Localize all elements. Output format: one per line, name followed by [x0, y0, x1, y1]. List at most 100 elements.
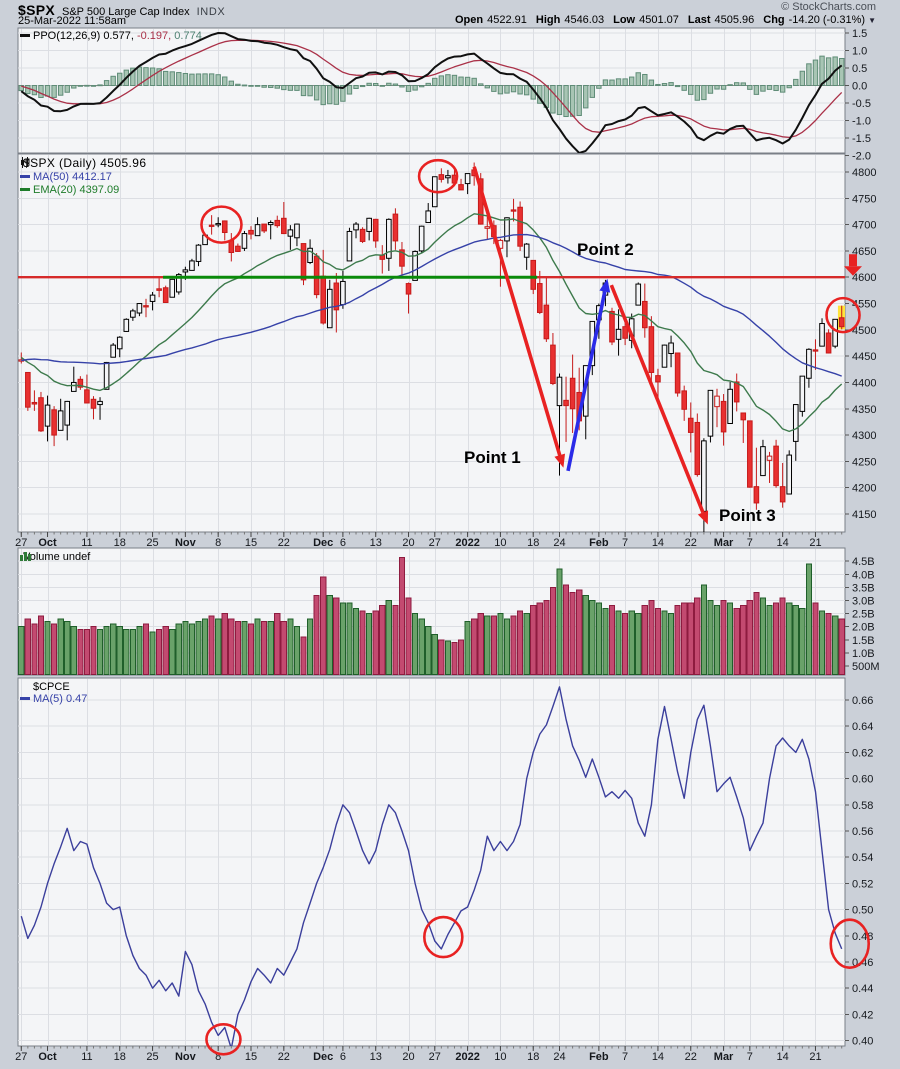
high-label: High [535, 14, 561, 26]
svg-text:Dec: Dec [313, 1051, 333, 1063]
ppo-hist-value: 0.774 [174, 30, 202, 42]
low-label: Low [613, 14, 636, 26]
svg-text:Oct: Oct [38, 1051, 57, 1063]
svg-text:27: 27 [15, 537, 27, 549]
svg-text:21: 21 [809, 537, 821, 549]
ema20-legend-text: EMA(20) 4397.09 [33, 184, 120, 196]
svg-text:24: 24 [553, 537, 565, 549]
open-value: 4522.91 [487, 14, 527, 26]
svg-text:500M: 500M [852, 661, 880, 673]
svg-text:7: 7 [622, 537, 628, 549]
svg-text:7: 7 [747, 1051, 753, 1063]
svg-text:18: 18 [114, 537, 126, 549]
svg-text:4600: 4600 [852, 272, 876, 284]
svg-text:14: 14 [777, 1051, 789, 1063]
ma50-legend-text: MA(50) 4412.17 [33, 171, 112, 183]
svg-text:14: 14 [652, 1051, 664, 1063]
last-value: 4505.96 [714, 14, 755, 26]
svg-text:3.5B: 3.5B [852, 582, 875, 594]
svg-text:27: 27 [429, 1051, 441, 1063]
svg-text:1.0B: 1.0B [852, 648, 875, 660]
low-value: 4501.07 [639, 14, 679, 26]
svg-text:4500: 4500 [852, 325, 876, 337]
point-3-label: Point 3 [719, 506, 776, 525]
cpce-ma5-swatch-icon [20, 696, 30, 700]
symbol-exchange: INDX [196, 6, 226, 18]
svg-text:2022: 2022 [455, 537, 479, 549]
svg-text:-2.0: -2.0 [852, 150, 871, 162]
open-label: Open [454, 14, 484, 26]
chg-value: -14.20 (-0.31%) [788, 14, 866, 26]
ema20-line-swatch-icon [20, 187, 30, 191]
symbol-ticker: $SPX [18, 2, 55, 18]
symbol-name: S&P 500 Large Cap Index [62, 6, 190, 18]
svg-text:4400: 4400 [852, 377, 876, 389]
moving-average-lines [20, 213, 843, 433]
svg-text:4750: 4750 [852, 193, 876, 205]
svg-text:Feb: Feb [589, 1051, 609, 1063]
svg-text:13: 13 [370, 1051, 382, 1063]
svg-text:0.56: 0.56 [852, 826, 873, 838]
gridlines [18, 29, 845, 1045]
svg-text:Nov: Nov [175, 1051, 197, 1063]
svg-text:7: 7 [622, 1051, 628, 1063]
svg-text:22: 22 [685, 1051, 697, 1063]
svg-text:15: 15 [245, 1051, 257, 1063]
svg-text:18: 18 [114, 1051, 126, 1063]
svg-text:25: 25 [146, 537, 158, 549]
svg-text:0.62: 0.62 [852, 747, 873, 759]
svg-text:4.5B: 4.5B [852, 556, 875, 568]
svg-text:15: 15 [245, 537, 257, 549]
svg-text:2.5B: 2.5B [852, 609, 875, 621]
svg-text:3.0B: 3.0B [852, 596, 875, 608]
svg-text:4150: 4150 [852, 509, 876, 521]
svg-text:11: 11 [81, 1051, 92, 1063]
cpce-legend-ma5: MA(5) 0.47 [20, 693, 87, 706]
svg-text:0.42: 0.42 [852, 1009, 873, 1021]
svg-text:6: 6 [340, 1051, 346, 1063]
ppo-legend-values: PPO(12,26,9) 0.577, [33, 30, 134, 42]
svg-text:18: 18 [527, 537, 539, 549]
svg-text:20: 20 [402, 537, 414, 549]
svg-text:0.40: 0.40 [852, 1036, 873, 1048]
quote-dropdown-arrow-icon[interactable]: ▼ [868, 16, 876, 25]
ppo-line-swatch-icon [20, 33, 30, 37]
ppo-legend: PPO(12,26,9) 0.577, -0.197, 0.774 [20, 30, 202, 43]
svg-text:0.54: 0.54 [852, 852, 873, 864]
point-1-label: Point 1 [464, 448, 521, 467]
price-legend-main: $SPX (Daily) 4505.96 [20, 157, 146, 170]
svg-text:4250: 4250 [852, 456, 876, 468]
quote-summary-row: Open 4522.91 High 4546.03 Low 4501.07 La… [455, 14, 876, 26]
svg-text:-0.5: -0.5 [852, 98, 871, 110]
svg-text:20: 20 [402, 1051, 414, 1063]
svg-text:7: 7 [747, 537, 753, 549]
svg-text:2.0B: 2.0B [852, 622, 875, 634]
svg-text:0.60: 0.60 [852, 774, 873, 786]
volume-bars [18, 556, 845, 675]
svg-text:21: 21 [809, 1051, 821, 1063]
svg-text:Nov: Nov [175, 537, 197, 549]
chart-datetime: 25-Mar-2022 11:58am [18, 15, 127, 27]
cpce-ma5-line [20, 686, 843, 1046]
ppo-signal-value: -0.197, [136, 30, 172, 42]
cpce-legend-symbol: $CPCE [33, 681, 70, 693]
svg-text:22: 22 [278, 537, 290, 549]
svg-text:4450: 4450 [852, 351, 876, 363]
price-legend-ma50: MA(50) 4412.17 [20, 171, 112, 184]
svg-text:10: 10 [494, 537, 506, 549]
volume-legend-text: Volume undef [23, 551, 91, 563]
svg-text:Mar: Mar [714, 1051, 734, 1063]
svg-text:0.48: 0.48 [852, 931, 873, 943]
svg-text:25: 25 [146, 1051, 158, 1063]
svg-text:22: 22 [685, 537, 697, 549]
svg-text:Dec: Dec [313, 537, 333, 549]
axis-ticks-and-labels: 1.5 1.0 0.5 0.0 -0.5 -1.0 -1.5 -2.0 4800 4750 4700… [15, 28, 879, 1063]
svg-text:4350: 4350 [852, 404, 876, 416]
svg-text:0.5: 0.5 [852, 63, 867, 75]
svg-text:0.58: 0.58 [852, 800, 873, 812]
svg-text:13: 13 [370, 537, 382, 549]
copyright-note: © StockCharts.com [781, 1, 876, 13]
svg-text:4300: 4300 [852, 430, 876, 442]
